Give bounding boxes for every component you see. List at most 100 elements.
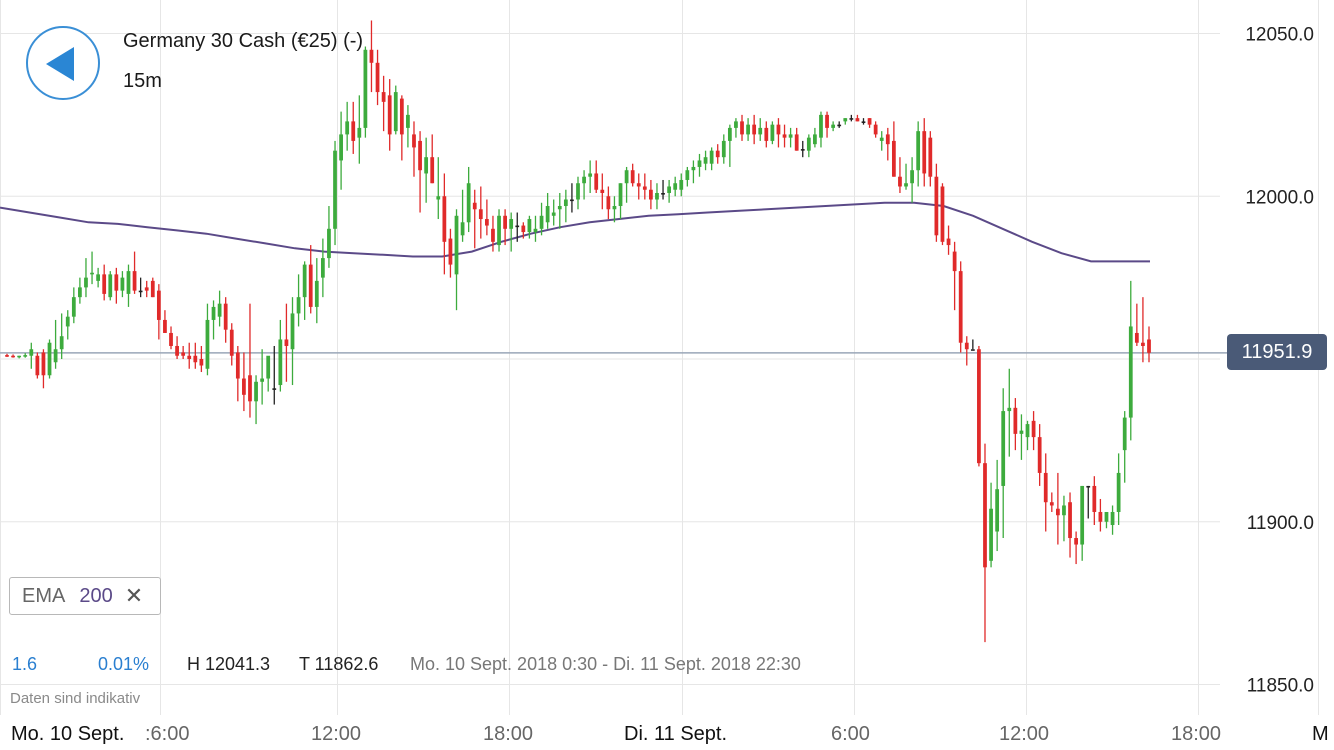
candle-body <box>320 258 325 278</box>
candle <box>521 222 526 239</box>
candle-body <box>1019 430 1024 434</box>
candle <box>248 303 252 418</box>
candle <box>1128 280 1133 441</box>
candle-body <box>53 349 58 363</box>
candle-body <box>734 121 738 128</box>
candle <box>1104 511 1109 529</box>
current-price-badge: 11951.9 <box>1227 334 1327 370</box>
candle <box>655 183 659 210</box>
candle <box>1141 297 1145 363</box>
candle-body <box>193 355 198 363</box>
candle-body <box>715 150 720 158</box>
x-axis[interactable]: Mo. 10 Sept.:6:00 12:00 18:00 Di. 11 Sept. 6… <box>0 715 1334 750</box>
timeframe-label[interactable]: 15m <box>123 70 162 92</box>
y-tick-label: 12000.0 <box>1245 187 1314 208</box>
candle <box>740 114 744 141</box>
candle-body <box>302 264 307 298</box>
close-icon[interactable]: ✕ <box>124 583 144 608</box>
candle-body <box>527 219 532 233</box>
candle <box>1098 498 1103 532</box>
x-tick-time-label: 6:00 <box>831 723 870 745</box>
candle <box>1110 505 1115 535</box>
candle <box>84 258 88 298</box>
candle <box>503 209 507 246</box>
candle-body <box>1122 417 1127 451</box>
candle <box>333 140 337 246</box>
candle <box>363 46 368 138</box>
candle-body <box>588 173 593 177</box>
candle <box>1025 420 1030 451</box>
candle <box>156 284 161 340</box>
candle-body <box>1055 508 1060 516</box>
candle <box>229 323 234 366</box>
candle <box>837 121 842 128</box>
candle <box>703 150 708 171</box>
candle <box>904 163 908 190</box>
candle <box>922 118 927 187</box>
candle-layer <box>5 20 1151 643</box>
back-button[interactable] <box>26 26 100 100</box>
candle <box>685 166 690 187</box>
candle-body <box>333 150 337 229</box>
candle-body <box>96 274 101 281</box>
candle <box>284 303 289 382</box>
candle-body <box>539 215 544 229</box>
candle-body <box>952 251 957 272</box>
candle <box>667 179 672 203</box>
stat-high: H 12041.3 <box>187 654 271 674</box>
candle <box>600 173 605 210</box>
candle <box>41 349 46 389</box>
candle <box>418 131 422 213</box>
ema-name: EMA <box>22 584 66 607</box>
candle <box>1013 398 1018 451</box>
candle <box>296 274 301 327</box>
candle <box>861 118 866 125</box>
candle <box>527 215 532 239</box>
candle <box>642 173 647 200</box>
back-arrow-icon <box>46 47 74 81</box>
candle-body <box>521 225 526 233</box>
candle-body <box>199 359 204 366</box>
y-tick-label: 12050.0 <box>1245 25 1314 46</box>
candle-body <box>618 183 623 207</box>
candle <box>406 105 410 148</box>
candle <box>916 121 921 187</box>
candle-body <box>424 157 429 174</box>
candle <box>181 345 186 359</box>
candle <box>412 121 416 177</box>
candle-body <box>673 183 678 190</box>
candle-body <box>217 303 222 317</box>
candle <box>448 228 453 278</box>
candle-body <box>357 127 362 138</box>
candle-body <box>891 140 896 177</box>
candle <box>794 127 799 151</box>
candle <box>1062 495 1066 542</box>
candle-body <box>1043 472 1048 503</box>
candle <box>946 225 951 255</box>
stat-change: 1.6 <box>12 654 38 674</box>
candle <box>606 186 611 220</box>
candle-body <box>278 339 283 386</box>
candle-body <box>5 355 9 357</box>
candle <box>260 349 265 405</box>
candle-body <box>144 287 149 291</box>
candle <box>1147 326 1151 363</box>
candle <box>855 114 860 122</box>
candle-body <box>150 280 155 298</box>
candle <box>132 251 137 294</box>
candle <box>187 342 192 369</box>
candle-body <box>563 199 568 207</box>
candle-body <box>430 157 435 184</box>
ema-indicator-chip[interactable]: EMA 200 ✕ <box>9 577 161 615</box>
candle <box>23 353 28 358</box>
candle <box>53 319 58 369</box>
candle <box>758 118 763 141</box>
candle-body <box>296 297 301 314</box>
candle <box>1019 414 1024 460</box>
candle <box>442 173 447 275</box>
candle <box>557 192 562 229</box>
candle-body <box>831 124 836 128</box>
candle-body <box>156 290 161 320</box>
